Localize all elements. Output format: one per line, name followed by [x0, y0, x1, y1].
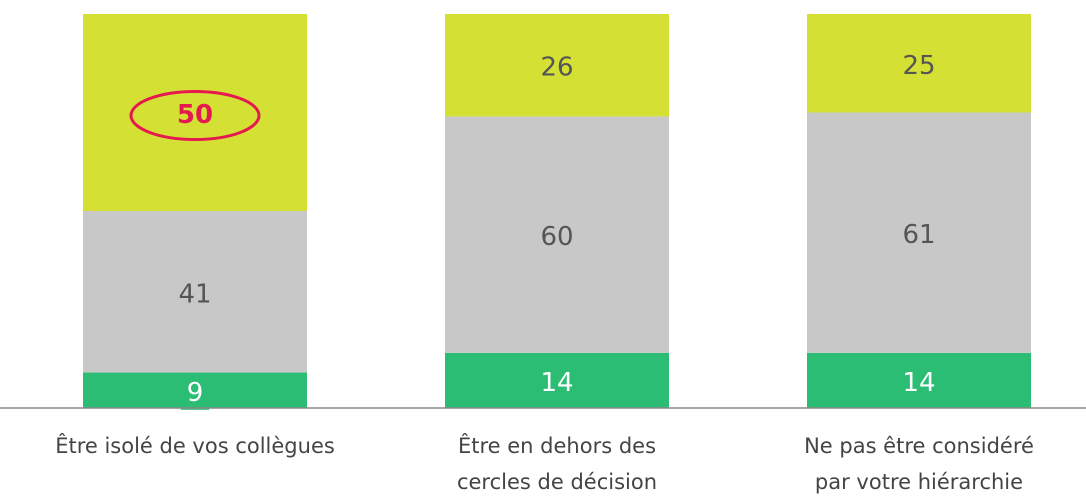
- bar-segment: [83, 14, 307, 211]
- data-label: 25: [902, 51, 935, 81]
- data-label: 60: [540, 222, 573, 252]
- bar-segment: [445, 116, 669, 353]
- x-tick-label: Être isolé de vos collègues: [55, 434, 335, 458]
- x-tick-label: Être en dehors des cercles de décision: [456, 434, 658, 494]
- data-label: 41: [178, 279, 211, 309]
- bar-segment: [807, 112, 1031, 353]
- label-box: [180, 375, 210, 410]
- highlight-ellipse: [129, 90, 261, 141]
- data-label: 50: [177, 100, 213, 130]
- data-label: 14: [540, 368, 573, 398]
- data-label: 14: [902, 368, 935, 398]
- data-label: 26: [540, 53, 573, 83]
- bar-segment: [445, 14, 669, 117]
- bar-segment: [445, 352, 669, 408]
- bar-segment: [807, 14, 1031, 113]
- data-label: 61: [902, 220, 935, 250]
- bar-segment: [83, 211, 307, 373]
- x-tick-label: Ne pas être considéré par votre hiérarch…: [804, 434, 1034, 494]
- bar-segment: [807, 352, 1031, 408]
- data-label: 9: [187, 378, 204, 408]
